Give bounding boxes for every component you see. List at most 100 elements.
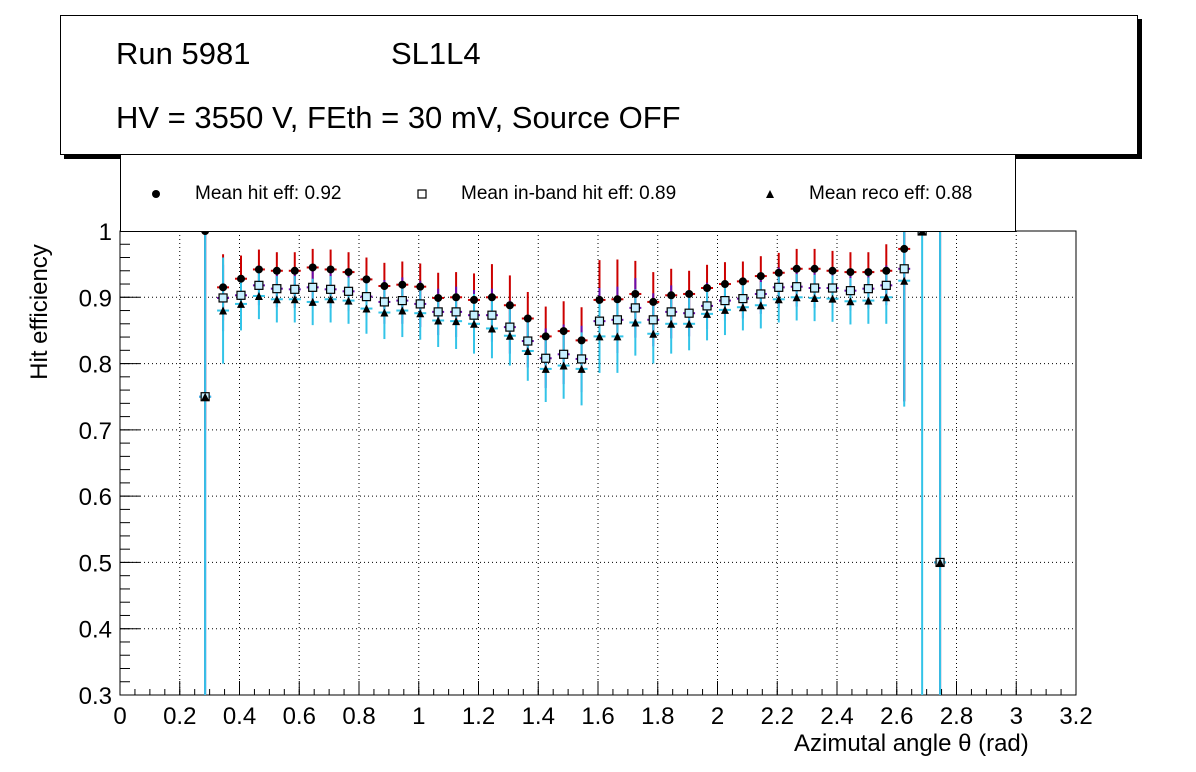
inband-eff-point [326, 284, 336, 294]
reco-eff-point [523, 346, 532, 355]
reco-eff-point [434, 316, 443, 325]
hit-eff-point [667, 291, 676, 300]
inband-eff-point [469, 310, 479, 320]
reco-eff-point [290, 295, 299, 304]
inband-eff-point [415, 299, 425, 309]
inband-eff-point [541, 353, 551, 363]
reco-eff-point [541, 364, 550, 373]
reco-eff-point [828, 294, 837, 303]
hit-eff-point [434, 293, 443, 302]
hit-eff-point [380, 282, 389, 291]
inband-eff-point [863, 284, 873, 294]
run-label: Run 5981 [116, 36, 251, 71]
x-tick-label: 3 [1010, 703, 1023, 730]
x-tick-label: 1 [412, 703, 425, 730]
inband-eff-point [666, 307, 676, 317]
inband-eff-point [792, 282, 802, 292]
inband-eff-point [433, 307, 443, 317]
x-tick-label: 1.8 [641, 703, 674, 730]
inband-eff-point [720, 296, 730, 306]
inband-eff-point [218, 293, 228, 303]
legend-reco-marker [766, 190, 774, 198]
x-tick-label: 2 [711, 703, 724, 730]
reco-eff-point [272, 295, 281, 304]
inband-eff-point [809, 283, 820, 293]
reco-eff-point [649, 329, 658, 338]
reco-eff-point [631, 318, 640, 327]
reco-eff-point [810, 293, 819, 302]
reco-eff-point [254, 291, 263, 300]
reco-eff-point [792, 293, 801, 302]
hit-eff-point [864, 268, 873, 277]
hit-eff-point [685, 289, 694, 298]
reco-eff-point [738, 303, 747, 312]
inband-eff-point [576, 354, 587, 364]
x-tick-label: 2.6 [880, 703, 913, 730]
x-tick-label: 1.2 [462, 703, 495, 730]
inband-eff-point [630, 303, 640, 313]
hit-eff-point [272, 266, 281, 275]
hit-eff-point [219, 283, 228, 292]
x-tick-label: 1.6 [581, 703, 614, 730]
chamber-label: SL1L4 [391, 36, 481, 71]
y-tick-label: 0.6 [79, 484, 112, 511]
x-tick-label: 0.4 [223, 703, 256, 730]
inband-eff-point [236, 290, 246, 300]
inband-eff-point [845, 286, 856, 296]
hit-eff-point [577, 336, 586, 345]
reco-eff-point [201, 392, 210, 401]
inband-eff-point [559, 349, 569, 359]
reco-eff-point [487, 324, 496, 333]
legend-inband-label: Mean in-band hit eff: 0.89 [461, 183, 677, 204]
hit-eff-point [344, 268, 353, 277]
reco-eff-point [720, 305, 729, 314]
reco-eff-point [452, 317, 461, 326]
inband-eff-point [505, 322, 515, 332]
inband-eff-point [827, 283, 838, 293]
y-tick-label: 0.5 [79, 550, 112, 577]
hit-eff-point [900, 244, 909, 253]
reco-eff-point [882, 293, 891, 302]
inband-eff-point [343, 286, 354, 296]
inband-eff-point [684, 308, 694, 318]
reco-eff-point [864, 296, 873, 305]
hit-eff-point [720, 280, 729, 289]
reco-eff-point [613, 332, 622, 341]
reco-eff-point [380, 308, 389, 317]
reco-eff-point [219, 306, 228, 315]
inband-eff-point [738, 294, 748, 304]
grid [120, 231, 1076, 695]
x-tick-label: 2.2 [761, 703, 794, 730]
legend-reco-label: Mean reco eff: 0.88 [809, 183, 973, 204]
data-markers [200, 226, 945, 568]
hit-eff-point [559, 327, 568, 336]
reco-eff-point [577, 364, 586, 373]
reco-eff-point [703, 309, 712, 318]
hit-eff-point [882, 266, 891, 275]
x-tick-label: 0.6 [283, 703, 316, 730]
hit-eff-point [846, 268, 855, 277]
hit-eff-point [810, 264, 819, 273]
hit-eff-point [756, 272, 765, 281]
inband-eff-point [702, 301, 712, 311]
hit-eff-point [505, 301, 514, 310]
hit-eff-point [613, 295, 622, 304]
reco-eff-point [326, 295, 335, 304]
inband-eff-point [397, 296, 407, 306]
hit-eff-point [308, 263, 317, 272]
reco-eff-point [685, 319, 694, 328]
hit-eff-point [631, 289, 640, 298]
inband-eff-point [899, 264, 909, 274]
inband-eff-point [612, 315, 623, 325]
reco-eff-point [344, 296, 353, 305]
hit-eff-point [254, 265, 263, 274]
x-tick-label: 0 [113, 703, 126, 730]
x-tick-label: 2.4 [820, 703, 853, 730]
reco-eff-point [756, 301, 765, 310]
y-tick-label: 0.4 [79, 617, 112, 644]
inband-eff-point [361, 292, 372, 302]
hit-eff-point [452, 293, 461, 302]
y-tick-label: 0.3 [79, 683, 112, 710]
legend: Mean hit eff: 0.92 Mean in-band hit eff:… [120, 155, 1016, 232]
